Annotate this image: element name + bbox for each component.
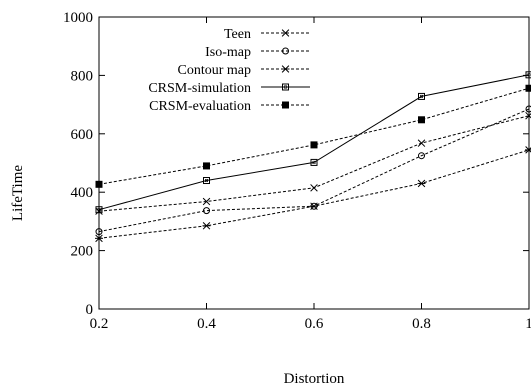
legend-item: Iso-map bbox=[205, 45, 310, 60]
legend-label: CRSM-evaluation bbox=[149, 99, 251, 114]
legend-label: CRSM-simulation bbox=[148, 81, 251, 96]
data-point bbox=[95, 228, 103, 236]
data-point bbox=[203, 162, 210, 170]
series-line bbox=[98, 149, 530, 239]
series-crsm-simulation bbox=[95, 71, 531, 214]
y-tick-label: 400 bbox=[71, 185, 94, 201]
y-tick-label: 0 bbox=[86, 302, 94, 318]
data-point bbox=[202, 222, 211, 230]
legend-label: Iso-map bbox=[205, 45, 251, 60]
data-point bbox=[417, 179, 426, 188]
x-tick-label: 1 bbox=[525, 316, 531, 332]
data-point bbox=[525, 146, 531, 154]
series-line bbox=[98, 87, 530, 185]
legend-marker bbox=[281, 29, 290, 37]
data-point bbox=[203, 177, 210, 185]
data-point bbox=[310, 141, 318, 149]
legend-marker bbox=[282, 101, 289, 109]
data-point bbox=[525, 71, 531, 79]
data-point bbox=[202, 197, 211, 206]
legend-item: Contour map bbox=[178, 63, 310, 78]
legend-item: CRSM-simulation bbox=[148, 81, 310, 96]
series-iso-map bbox=[95, 105, 531, 236]
legend-item: Teen bbox=[224, 27, 310, 42]
data-point bbox=[203, 207, 210, 215]
data-point bbox=[525, 84, 531, 92]
data-point bbox=[310, 158, 318, 166]
plot-frame bbox=[98, 16, 530, 310]
data-point bbox=[95, 180, 103, 188]
y-tick-label: 1000 bbox=[63, 10, 93, 26]
data-point bbox=[95, 234, 103, 243]
x-tick-label: 0.4 bbox=[197, 316, 216, 332]
y-axis-label: LifeTime bbox=[10, 165, 26, 221]
y-tick-label: 600 bbox=[71, 127, 94, 143]
series-contour-map bbox=[95, 146, 531, 243]
data-point bbox=[95, 206, 103, 214]
legend-marker bbox=[282, 47, 289, 55]
x-tick-label: 0.6 bbox=[305, 316, 324, 332]
data-point bbox=[418, 92, 425, 100]
data-point bbox=[310, 184, 318, 192]
series-line bbox=[98, 74, 530, 211]
data-point bbox=[525, 105, 531, 113]
y-tick-label: 800 bbox=[71, 68, 94, 84]
series-crsm-evaluation bbox=[95, 84, 531, 188]
x-tick-label: 0.2 bbox=[90, 316, 109, 332]
legend-label: Contour map bbox=[178, 63, 252, 78]
y-tick-label: 200 bbox=[71, 244, 94, 260]
data-point bbox=[418, 116, 425, 124]
data-point bbox=[310, 202, 318, 210]
data-point bbox=[417, 139, 426, 147]
legend: Teen Iso-map Contour map CRSM-simulation CRS… bbox=[148, 27, 310, 114]
x-tick-label: 0.8 bbox=[412, 316, 431, 332]
legend-label: Teen bbox=[224, 27, 251, 42]
legend-item: CRSM-evaluation bbox=[149, 99, 310, 114]
legend-marker bbox=[281, 65, 290, 73]
x-axis-label: Distortion bbox=[284, 371, 345, 387]
legend-marker bbox=[282, 83, 289, 91]
data-point bbox=[418, 152, 425, 160]
data-point bbox=[525, 111, 531, 120]
